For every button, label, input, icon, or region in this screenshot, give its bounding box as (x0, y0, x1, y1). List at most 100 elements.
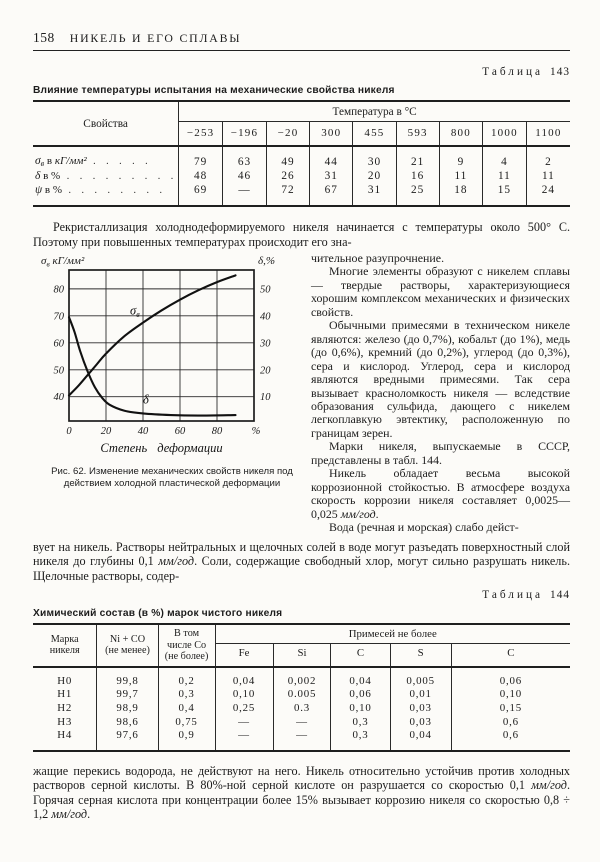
table-row: Н3 98,6 0,75— —0,3 0,03 0,6 (33, 715, 570, 729)
table-cell: Н3 (57, 715, 73, 728)
table-cell: 98,9 (96, 701, 159, 716)
table-cell: 48 (178, 169, 223, 183)
table-cell: Н0 (57, 674, 73, 687)
table-cell: 16 (395, 169, 440, 183)
table-cell: 20 (352, 169, 397, 183)
svg-text:0: 0 (66, 426, 72, 437)
table-cell: 25 (395, 183, 440, 206)
svg-text:70: 70 (54, 311, 65, 322)
table-cell: 44 (309, 146, 353, 169)
table-cell: 79 (178, 146, 223, 169)
impurities-header-row: Fe Si C S C (33, 643, 570, 668)
table-cell: 11 (525, 169, 570, 183)
svg-text:40: 40 (54, 392, 65, 403)
table-cell: 0,6 (450, 715, 570, 729)
table-144: Марка никеля Ni + CO (не менее) В том чи… (33, 623, 570, 752)
row-label: ψ в % . . . . . . . . (35, 184, 167, 196)
table-cell: 0,6 (450, 728, 570, 751)
table-cell: Н2 (57, 701, 73, 714)
temperature-header-cell: −253 (178, 121, 223, 147)
svg-text:δ: δ (143, 392, 149, 406)
table-cell: 0.3 (272, 701, 331, 716)
page-number: 158 (33, 30, 55, 45)
table-cell: Н1 (57, 688, 73, 701)
svg-text:50: 50 (260, 284, 271, 295)
impurity-header-cell: Si (272, 643, 331, 668)
table-cell: 99,8 (96, 666, 159, 688)
table-cell: 67 (309, 183, 353, 206)
table-cell: 21 (395, 146, 440, 169)
table-cell: 2 (525, 146, 570, 169)
table-cell: 46 (222, 169, 267, 183)
table-143: Свойства Температура в °С −253 −196 −20 300… (33, 100, 570, 207)
table-cell: 63 (222, 146, 267, 169)
table-cell: 0,3 (157, 687, 216, 702)
paragraph: Вода (речная и морская) слабо дейст- (329, 520, 519, 535)
svg-text:80: 80 (212, 426, 223, 437)
series-curve (67, 316, 237, 417)
temperature-header-cell: −20 (265, 121, 310, 147)
column-header-ni: Ni + CO (не менее) (96, 624, 159, 668)
svg-text:40: 40 (138, 426, 149, 437)
temperature-header-cell: 800 (438, 121, 483, 147)
running-title: НИКЕЛЬ И ЕГО СПЛАВЫ (69, 31, 242, 45)
table-cell: 97,6 (96, 728, 159, 751)
table-cell: 31 (352, 183, 397, 206)
table143-label: Таблица 143 (482, 66, 570, 78)
table-cell: 0,3 (330, 728, 391, 751)
table-row: Н0 99,8 0,2 0,04 0,002 0,04 0,005 0,06 (33, 666, 570, 688)
table-cell: 69 (178, 183, 223, 206)
table-cell: 0,3 (330, 715, 391, 729)
svg-text:σв кГ/мм²: σв кГ/мм² (41, 255, 85, 269)
svg-text:Степень деформации: Степень деформации (100, 441, 222, 455)
table-cell: — (214, 715, 273, 729)
table143-body: σв в кГ/мм² . . . . . 79 63 49 44 30 21 9 4 2 δ в … (33, 146, 570, 206)
table-cell: 0,2 (157, 666, 216, 688)
table-cell: — (272, 728, 331, 751)
table-cell: 0,04 (389, 728, 452, 751)
table143-caption: Влияние температуры испытания на механич… (33, 85, 395, 96)
impurity-header-cell: C (450, 643, 570, 668)
table-cell: 11 (438, 169, 483, 183)
table-cell: 0,25 (214, 701, 273, 716)
series-curve (67, 274, 237, 397)
table-row: ψ в % . . . . . . . . 69—72 67 31 25 18 15 24 (33, 183, 570, 206)
paragraph-water: вует на никель. Растворы нейтральных и щ… (33, 539, 570, 583)
table144-caption: Химический состав (в %) марок чистого ни… (33, 608, 283, 620)
svg-text:50: 50 (54, 365, 65, 376)
svg-text:%: % (252, 426, 261, 437)
temperature-header-cell: 455 (352, 121, 397, 147)
table144-body: Н0 99,8 0,2 0,04 0,002 0,04 0,005 0,06 Н1 99,7 0,3… (33, 666, 570, 751)
table-cell: 30 (352, 146, 397, 169)
paragraph: чительное разупрочнение. (311, 251, 445, 265)
table-cell: 0,002 (272, 666, 331, 688)
table-cell: — (222, 183, 267, 206)
table-cell: 0,75 (157, 715, 216, 729)
row-label: σв в кГ/мм² . . . . . (35, 155, 152, 168)
temperature-header-cell: 300 (309, 121, 353, 147)
column-header-co: В том числе Со (не более) (158, 624, 216, 668)
table-cell: 0.005 (272, 687, 331, 702)
table-cell: 0,04 (330, 666, 391, 688)
row-label: δ в % . . . . . . . . . (35, 170, 178, 182)
table-cell: — (272, 715, 331, 729)
table-row: Н1 99,7 0,3 0,10 0.005 0,06 0,01 0,10 (33, 687, 570, 702)
table-cell: 98,6 (96, 715, 159, 729)
table-cell: 18 (438, 183, 483, 206)
svg-text:σв: σв (130, 303, 140, 319)
figure-chart: 40 50 60 70 80 10 20 30 40 50 0 20 40 60 80 % σв кГ/мм² δ… (41, 255, 275, 455)
table-cell: 15 (482, 183, 527, 206)
table-cell: 0,10 (214, 687, 273, 702)
svg-text:20: 20 (101, 426, 112, 437)
table-cell: — (214, 728, 273, 751)
column-group-temperature: Температура в °С (178, 101, 570, 122)
svg-text:60: 60 (54, 338, 65, 349)
svg-text:20: 20 (260, 365, 271, 376)
paragraph: Обычными примесями в техническом никеле … (311, 318, 570, 440)
table144-label: Таблица 144 (482, 589, 570, 602)
table-cell: 0,10 (450, 687, 570, 702)
table-cell: 0,04 (214, 666, 273, 688)
svg-text:10: 10 (260, 392, 271, 403)
table-row: σв в кГ/мм² . . . . . 79 63 49 44 30 21 9 4 2 (33, 146, 570, 169)
